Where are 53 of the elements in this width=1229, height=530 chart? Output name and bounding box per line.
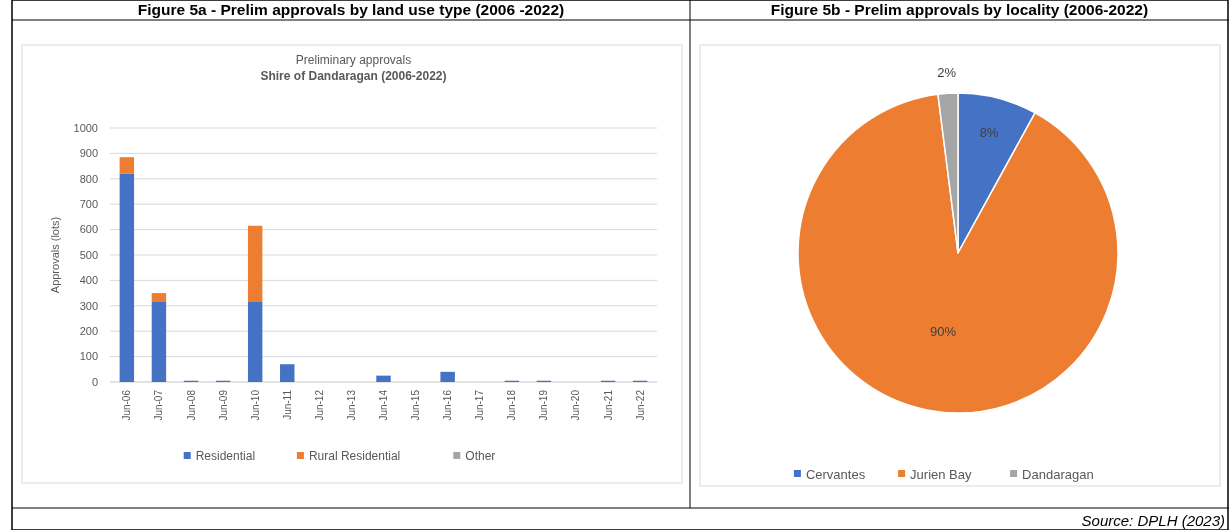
data-label: 2% — [937, 65, 957, 81]
bar — [247, 225, 263, 302]
x-tick-label: Jun-07 — [153, 389, 165, 421]
text: Shire of Dandaragan (2006-2022) — [260, 69, 447, 84]
bar — [119, 173, 135, 382]
x-tick-label: Jun-22 — [634, 389, 646, 421]
source-note: Source: DPLH (2023) — [1081, 512, 1225, 530]
legend-label: Dandaragan — [1022, 466, 1094, 482]
legend-label: Jurien Bay — [910, 466, 973, 482]
y-tick-label: 600 — [79, 223, 98, 236]
x-tick-label: Jun-11 — [281, 389, 293, 420]
legend-label: Cervantes — [805, 466, 866, 482]
x-tick-label: Jun-17 — [474, 389, 486, 421]
legend-label: Rural Residential — [308, 449, 401, 464]
x-tick-label: Jun-10 — [249, 389, 261, 421]
bar — [151, 301, 167, 382]
x-tick-label: Jun-14 — [378, 389, 389, 421]
x-tick-label: Jun-12 — [313, 389, 325, 421]
legend-label: Residential — [195, 449, 256, 464]
data-label: 90% — [929, 324, 957, 340]
chart-title: Figure 5b - Prelim approvals by locality (2006-2022) — [770, 1, 1149, 19]
bar — [119, 157, 135, 174]
x-tick-label: Jun-18 — [506, 389, 518, 421]
y-tick-label: 400 — [79, 274, 98, 287]
y-tick-label: 300 — [79, 299, 98, 312]
x-tick-label: Jun-21 — [602, 389, 614, 421]
y-tick-label: 900 — [79, 147, 98, 160]
y-tick-label: 700 — [79, 198, 98, 211]
x-tick-label: Jun-16 — [442, 389, 454, 421]
bar — [440, 371, 455, 382]
y-tick-label: 500 — [79, 248, 98, 261]
chart-title: Figure 5a - Prelim approvals by land use type (2006 -2022) — [137, 1, 565, 19]
y-tick-label: 100 — [79, 350, 98, 363]
x-tick-label: Jun-13 — [345, 389, 357, 421]
y-tick-label: 1000 — [73, 121, 98, 134]
x-tick-label: Jun-20 — [570, 389, 582, 421]
legend-label: Other — [465, 449, 496, 464]
data-label: 8% — [979, 124, 999, 140]
y-tick-label: 0 — [91, 375, 98, 388]
bar — [151, 293, 167, 302]
bar — [280, 364, 295, 382]
x-tick-label: Jun-15 — [410, 389, 422, 421]
y-tick-label: 800 — [79, 172, 98, 185]
pie-slice — [797, 93, 1119, 414]
x-tick-label: Jun-19 — [538, 389, 550, 421]
bar — [376, 375, 391, 382]
chart-subtitle: Preliminary approvals — [295, 53, 412, 68]
bar — [247, 301, 263, 382]
x-tick-label: Jun-06 — [121, 389, 133, 421]
y-axis-title: Approvals (lots) — [48, 216, 61, 294]
x-tick-label: Jun-08 — [185, 389, 197, 421]
y-tick-label: 200 — [79, 325, 98, 338]
x-tick-label: Jun-09 — [217, 389, 229, 421]
